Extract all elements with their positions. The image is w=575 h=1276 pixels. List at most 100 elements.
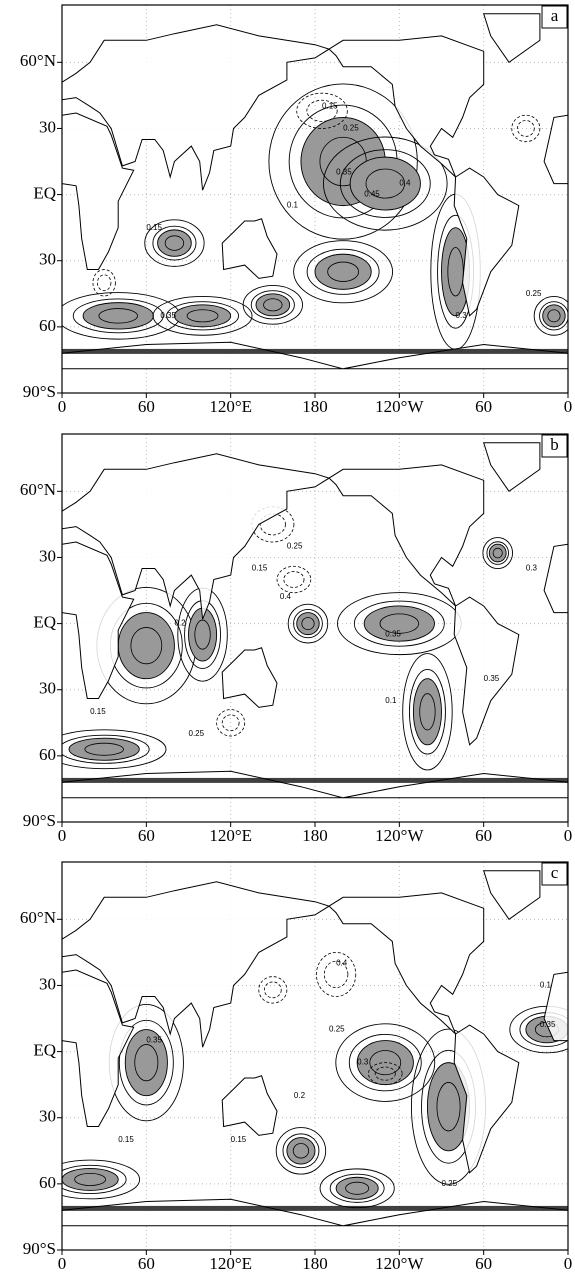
y-tick-label: 30 — [39, 250, 56, 269]
panel-label: b — [550, 435, 559, 454]
shaded-region — [489, 544, 506, 562]
x-tick-label: 120°W — [375, 397, 424, 416]
y-tick-label: EQ — [33, 1040, 56, 1059]
x-tick-label: 180 — [302, 397, 328, 416]
shaded-region — [69, 738, 139, 760]
contour-label: 0.25 — [329, 1025, 345, 1034]
y-tick-label: 60 — [39, 745, 56, 764]
coastline — [544, 544, 568, 612]
contour-label: 0.4 — [399, 179, 411, 188]
contour-label: 0.1 — [287, 201, 299, 210]
x-tick-label: 60 — [138, 397, 155, 416]
negative-contour — [259, 977, 287, 1003]
x-tick-label: 180 — [302, 1254, 328, 1273]
y-tick-label: 60°N — [20, 908, 56, 927]
negative-contour — [277, 566, 311, 592]
y-tick-label: 90°S — [23, 1239, 56, 1258]
y-tick-label: 30 — [39, 974, 56, 993]
map-panel: 0.150.250.350.40.30.20.150.350.250.1c60°… — [20, 862, 575, 1273]
contour-label: 0.1 — [385, 696, 397, 705]
y-tick-label: EQ — [33, 612, 56, 631]
shaded-region — [297, 613, 319, 635]
x-tick-label: 60 — [138, 1254, 155, 1273]
contour-label: 0.15 — [322, 102, 338, 111]
coastline — [62, 771, 568, 798]
contour-label: 0.35 — [160, 311, 176, 320]
x-tick-label: 120°E — [209, 1254, 252, 1273]
contour-label: 0.45 — [364, 190, 380, 199]
y-tick-label: 30 — [39, 117, 56, 136]
x-tick-label: 60 — [475, 826, 492, 845]
negative-contour — [284, 572, 304, 588]
map-panel: 0.150.250.40.350.10.20.150.350.250.3b60°… — [20, 434, 572, 845]
ice-edge — [62, 778, 568, 783]
negative-contour — [97, 275, 110, 291]
x-tick-label: 120°W — [375, 826, 424, 845]
coastline — [484, 871, 540, 920]
contour-label: 0.15 — [146, 223, 162, 232]
x-tick-label: 60 — [475, 397, 492, 416]
contour-label: 0.3 — [456, 311, 468, 320]
contour-label: 0.4 — [280, 592, 292, 601]
shaded-region — [118, 613, 174, 679]
contour-label: 0.35 — [146, 1036, 162, 1045]
x-tick-label: 0 — [58, 397, 67, 416]
coastline — [454, 597, 519, 745]
contour-label: 0.4 — [336, 959, 348, 968]
shaded-region — [543, 305, 565, 327]
y-tick-label: 60°N — [20, 480, 56, 499]
x-tick-label: 120°E — [209, 397, 252, 416]
contour-label: 0.2 — [294, 1091, 306, 1100]
shaded-region — [83, 303, 153, 329]
contour-label: 0.35 — [540, 1020, 556, 1029]
coastline — [484, 14, 540, 63]
ice-edge — [62, 1206, 568, 1211]
contour-label: 0.3 — [357, 1058, 369, 1067]
contour-label: 0.25 — [343, 124, 359, 133]
x-tick-label: 120°W — [375, 1254, 424, 1273]
shaded-region — [158, 230, 192, 256]
shaded-region — [413, 679, 441, 745]
plot-area: 0.150.250.40.350.10.20.150.350.250.3 — [42, 434, 568, 822]
x-tick-label: 0 — [58, 1254, 67, 1273]
coastline — [484, 443, 540, 492]
negative-contour — [512, 115, 540, 141]
shaded-region — [336, 1177, 378, 1199]
x-tick-label: 0 — [564, 826, 573, 845]
x-tick-label: 0 — [564, 1254, 573, 1273]
contour-label: 0.1 — [540, 981, 552, 990]
contour-label: 0.15 — [231, 1135, 247, 1144]
x-tick-label: 0 — [564, 397, 573, 416]
contour-label: 0.15 — [118, 1135, 134, 1144]
y-tick-label: 60 — [39, 1173, 56, 1192]
shaded-region — [256, 294, 290, 316]
coastline — [62, 1199, 568, 1226]
x-tick-label: 60 — [138, 826, 155, 845]
y-tick-label: 90°S — [23, 382, 56, 401]
shaded-region — [315, 254, 371, 289]
y-tick-label: EQ — [33, 183, 56, 202]
y-tick-label: 60 — [39, 316, 56, 335]
panel-label: a — [551, 6, 559, 25]
contour-label: 0.2 — [174, 619, 186, 628]
x-tick-label: 0 — [58, 826, 67, 845]
y-tick-label: 30 — [39, 679, 56, 698]
x-tick-label: 120°E — [209, 826, 252, 845]
shaded-region — [174, 305, 230, 327]
contour-label: 0.25 — [189, 729, 205, 738]
contour-label: 0.3 — [526, 564, 538, 573]
ice-edge — [62, 349, 568, 354]
coastline — [329, 893, 484, 1034]
contour-label: 0.25 — [287, 542, 303, 551]
contour-label: 0.35 — [484, 674, 500, 683]
coastline — [544, 115, 568, 183]
contour-label: 0.35 — [385, 630, 401, 639]
shaded-region — [62, 1168, 118, 1190]
x-tick-label: 60 — [475, 1254, 492, 1273]
contour-label: 0.15 — [90, 707, 106, 716]
negative-contour — [93, 270, 115, 296]
y-tick-label: 60°N — [20, 51, 56, 70]
contour-label: 0.25 — [442, 1179, 458, 1188]
contour-label: 0.25 — [526, 289, 542, 298]
x-tick-label: 180 — [302, 826, 328, 845]
